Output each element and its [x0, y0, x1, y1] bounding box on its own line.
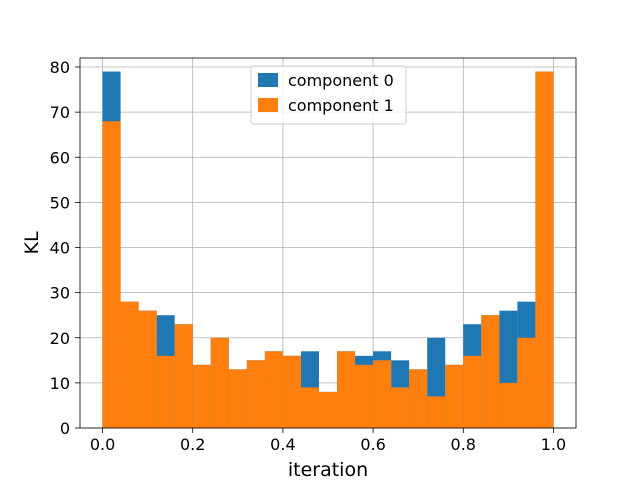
y-axis-title: KL	[21, 231, 43, 254]
tick-labels: 0.0 0.2 0.4 0.6 0.8 1.0 0 10 20 30 40 50 60 70 80	[50, 58, 567, 454]
legend-label-component-0: component 0	[288, 71, 394, 90]
x-tick-label: 1.0	[541, 435, 566, 454]
bar-component-1	[355, 364, 374, 428]
bar-component-1	[228, 369, 247, 428]
y-tick-label: 20	[50, 329, 70, 348]
x-tick-label: 0.4	[270, 435, 295, 454]
y-tick-label: 50	[50, 193, 70, 212]
x-tick-label: 0.0	[90, 435, 115, 454]
y-tick-label: 30	[50, 284, 70, 303]
y-tick-label: 40	[50, 239, 70, 258]
bar-component-1	[246, 360, 265, 428]
bar-component-1	[391, 387, 410, 428]
legend-label-component-1: component 1	[288, 96, 394, 115]
bar-component-1	[120, 301, 139, 428]
y-tick-label: 60	[50, 148, 70, 167]
x-tick-label: 0.8	[451, 435, 476, 454]
bar-component-1	[481, 315, 500, 428]
y-tick-label: 0	[60, 419, 70, 438]
bar-component-1	[427, 396, 446, 428]
y-tick-label: 80	[50, 58, 70, 77]
bar-component-1	[535, 71, 554, 428]
legend-swatch-component-0	[258, 73, 278, 87]
legend: component 0 component 1	[250, 65, 407, 125]
legend-swatch-component-1	[258, 98, 278, 112]
bar-component-1	[264, 351, 283, 428]
bar-component-1	[517, 337, 536, 428]
bar-component-1	[156, 355, 175, 428]
bar-component-1	[318, 391, 338, 428]
bar-component-1	[463, 355, 482, 428]
bar-component-1	[300, 387, 319, 428]
y-tick-label: 70	[50, 103, 70, 122]
legend-box	[250, 65, 407, 125]
bar-component-1	[282, 355, 301, 428]
bar-component-1	[445, 364, 464, 428]
axes-frame	[79, 57, 577, 429]
bar-component-1	[192, 364, 211, 428]
histogram-bars	[102, 71, 554, 429]
bar-component-1	[499, 382, 518, 428]
x-tick-label: 0.2	[180, 435, 205, 454]
bar-component-1	[337, 351, 356, 428]
x-axis-title: iteration	[288, 459, 368, 480]
y-tick-label: 10	[50, 374, 70, 393]
bar-component-1	[409, 369, 428, 428]
axes	[75, 57, 577, 433]
bar-component-1	[210, 337, 229, 428]
x-tick-label: 0.6	[360, 435, 385, 454]
bar-component-1	[102, 121, 121, 429]
bar-component-1	[174, 324, 193, 428]
bar-component-1	[373, 360, 392, 428]
bar-component-1	[138, 310, 157, 428]
